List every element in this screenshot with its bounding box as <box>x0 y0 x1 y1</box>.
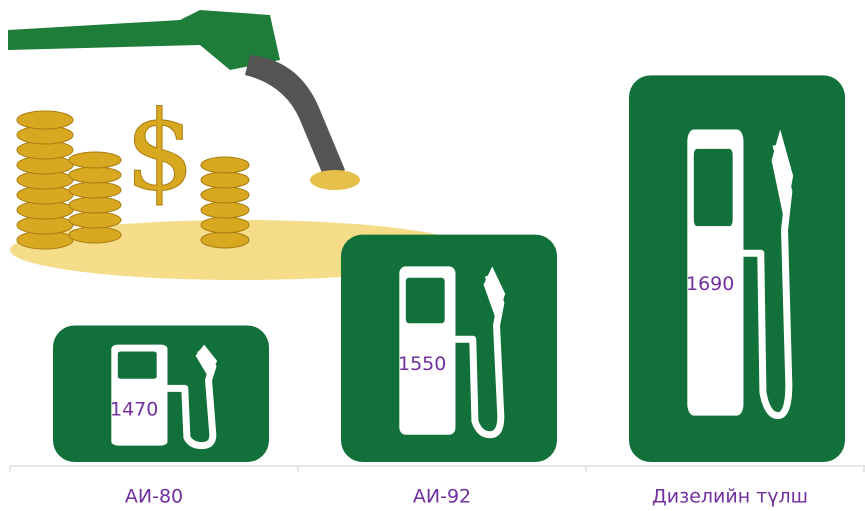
value-label: 1470 <box>110 398 158 420</box>
value-label: 1550 <box>398 353 446 375</box>
bar <box>341 234 557 462</box>
x-tick-label: АИ-92 <box>413 486 471 508</box>
svg-text:$: $ <box>125 87 195 215</box>
pump-nozzle <box>771 129 794 223</box>
bar <box>53 325 269 462</box>
pump-hose <box>743 145 788 416</box>
bar <box>629 75 845 462</box>
pump-window <box>117 351 157 379</box>
pump-nozzle <box>483 266 506 321</box>
x-tick-label: АИ-80 <box>125 486 183 508</box>
pump-nozzle <box>195 344 218 378</box>
pump-hose <box>167 350 212 446</box>
pump-hose <box>455 276 500 435</box>
pump-window <box>693 148 733 227</box>
value-label: 1690 <box>686 273 734 295</box>
x-tick-label: Дизелийн түлш <box>652 486 808 508</box>
pump-window <box>405 277 445 324</box>
